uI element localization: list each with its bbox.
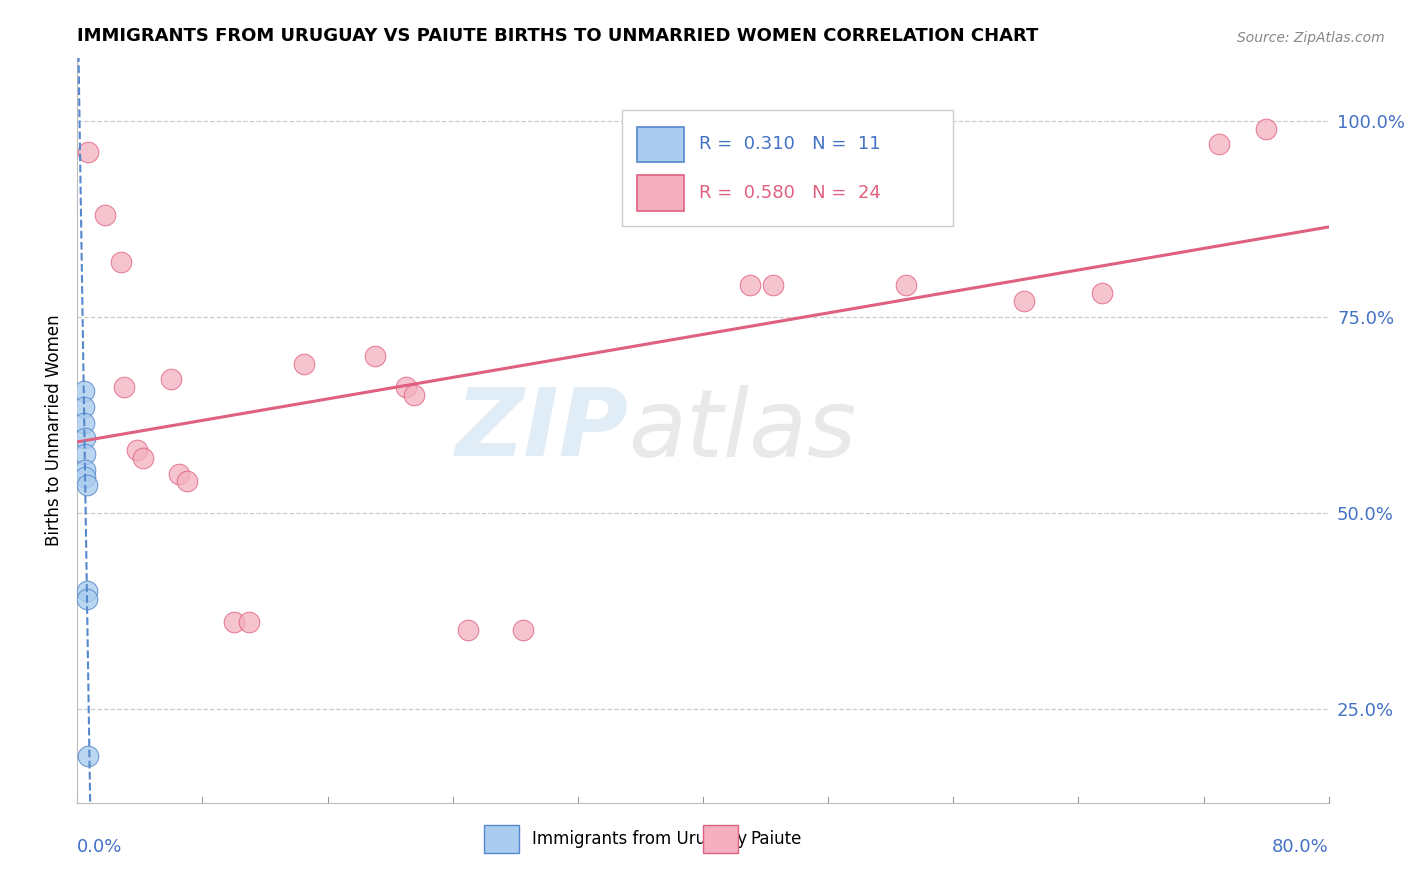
Point [110, 255, 132, 269]
Point [75, 470, 97, 484]
Point [1012, 293, 1035, 308]
Point [762, 278, 785, 293]
Point [132, 450, 155, 465]
Point [72, 384, 94, 399]
Text: 0.0%: 0.0% [77, 838, 122, 856]
FancyBboxPatch shape [621, 110, 953, 226]
Point [1091, 286, 1114, 301]
Y-axis label: Births to Unmarried Women: Births to Unmarried Women [45, 315, 63, 546]
Point [896, 278, 918, 293]
Point [167, 467, 190, 481]
Point [72, 400, 94, 414]
Point [75, 431, 97, 445]
Text: R =  0.310   N =  11: R = 0.310 N = 11 [699, 136, 882, 153]
Text: IMMIGRANTS FROM URUGUAY VS PAIUTE BIRTHS TO UNMARRIED WOMEN CORRELATION CHART: IMMIGRANTS FROM URUGUAY VS PAIUTE BIRTHS… [77, 28, 1039, 45]
Point [75, 462, 97, 476]
Point [77, 145, 100, 159]
Text: Immigrants from Uruguay: Immigrants from Uruguay [531, 830, 747, 848]
FancyBboxPatch shape [484, 825, 519, 854]
Point [75, 447, 97, 461]
Point [222, 615, 245, 630]
Point [457, 624, 479, 638]
Point [1208, 137, 1230, 152]
Point [76, 584, 98, 599]
Text: atlas: atlas [628, 384, 856, 476]
Point [1254, 121, 1277, 136]
Point [76, 478, 98, 492]
Point [125, 442, 148, 457]
Point [176, 475, 198, 489]
Point [402, 388, 425, 402]
Point [738, 278, 761, 293]
Point [72, 416, 94, 430]
FancyBboxPatch shape [637, 127, 685, 162]
Point [160, 372, 183, 386]
Text: Paiute: Paiute [751, 830, 801, 848]
Text: 80.0%: 80.0% [1272, 838, 1329, 856]
Point [238, 615, 260, 630]
Point [292, 357, 315, 371]
FancyBboxPatch shape [637, 175, 685, 211]
Text: R =  0.580   N =  24: R = 0.580 N = 24 [699, 184, 882, 202]
Point [395, 380, 418, 394]
Text: ZIP: ZIP [456, 384, 628, 476]
Point [363, 349, 385, 363]
Point [76, 591, 98, 606]
Point [112, 380, 135, 394]
Point [94, 208, 117, 222]
FancyBboxPatch shape [703, 825, 738, 854]
Text: Source: ZipAtlas.com: Source: ZipAtlas.com [1237, 31, 1385, 45]
Point [77, 748, 100, 763]
Point [512, 624, 534, 638]
